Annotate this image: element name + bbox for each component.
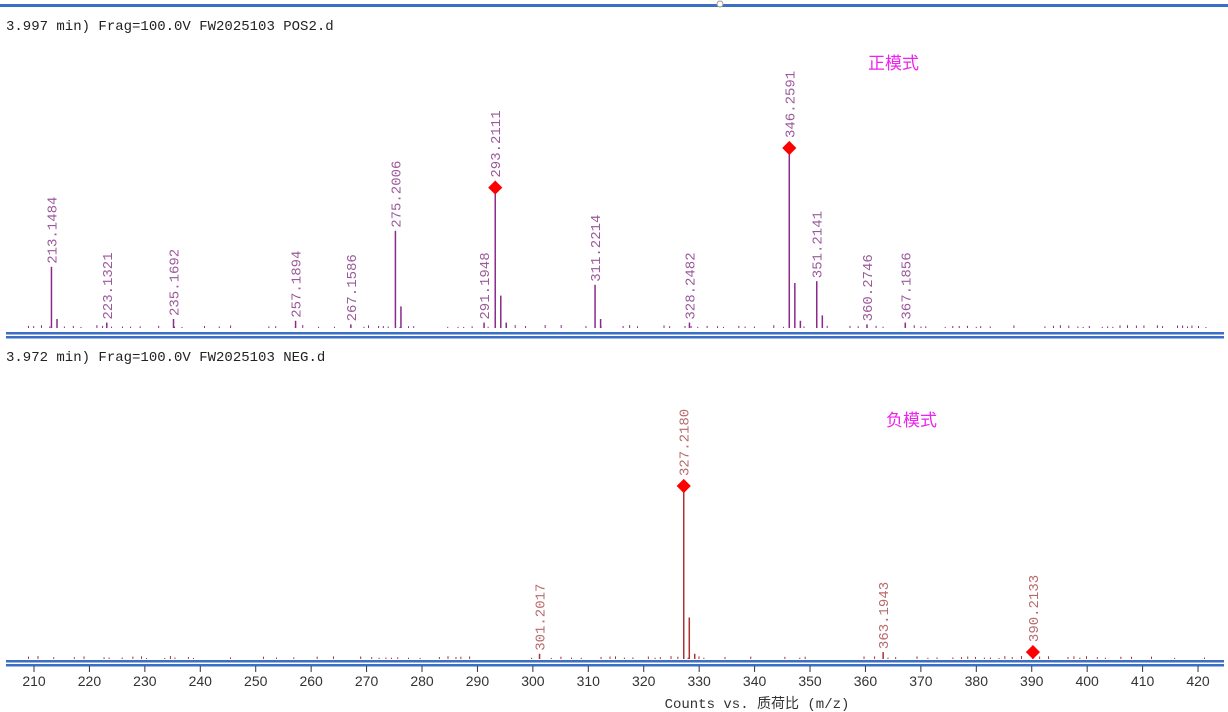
pos-panel: 213.1484 223.1321 235.1692 257.1894 267.1586…: [27, 71, 1207, 328]
peak-label: 301.2017: [534, 584, 550, 651]
x-tick-label: 310: [577, 673, 601, 689]
resize-handle[interactable]: [716, 0, 724, 8]
peak-label: 235.1692: [168, 249, 184, 316]
mode-label-pos: 正模式: [868, 54, 919, 74]
x-tick-label: 280: [410, 673, 434, 689]
x-tick-label: 420: [1186, 673, 1210, 689]
peak-label: 360.2746: [861, 254, 877, 321]
x-tick-label: 230: [133, 673, 157, 689]
x-tick-label: 400: [1075, 673, 1099, 689]
x-tick-label: 260: [299, 673, 323, 689]
x-tick-label: 380: [965, 673, 989, 689]
peak-label: 367.1856: [899, 252, 915, 319]
peak-label: 213.1484: [45, 197, 61, 264]
x-axis-line: [6, 660, 1224, 663]
x-tick-label: 330: [687, 673, 711, 689]
x-tick-label: 370: [909, 673, 933, 689]
mode-label-neg: 负模式: [886, 411, 937, 431]
peak-label: 328.2482: [683, 252, 699, 319]
peak-marker: [1025, 645, 1040, 660]
peak-marker: [782, 140, 797, 156]
peak-label: 293.2111: [489, 110, 505, 177]
x-tick-label: 250: [244, 673, 268, 689]
panel-separator: [6, 332, 1224, 335]
x-tick-label: 360: [854, 673, 878, 689]
neg-panel: 301.2017 327.2180 363.1943 390.2133: [27, 409, 1205, 660]
panel-separator: [6, 336, 1224, 339]
x-tick-label: 220: [78, 673, 102, 689]
x-tick-label: 410: [1131, 673, 1155, 689]
x-axis-line: [6, 664, 1224, 667]
x-tick-label: 270: [355, 673, 379, 689]
peak-marker: [676, 478, 691, 494]
peak-marker: [488, 180, 503, 195]
x-tick-label: 350: [798, 673, 822, 689]
top-frame-line: [0, 4, 1228, 7]
peak-label: 390.2133: [1027, 575, 1043, 642]
peak-label: 223.1321: [101, 252, 117, 319]
x-tick-label: 340: [743, 673, 767, 689]
peak-label: 346.2591: [783, 71, 799, 138]
peak-label: 327.2180: [678, 409, 694, 476]
peak-label: 267.1586: [345, 254, 361, 321]
x-tick-label: 240: [189, 673, 213, 689]
x-axis-label: Counts vs. 质荷比 (m/z): [665, 696, 850, 712]
peak-label: 363.1943: [877, 582, 893, 649]
x-tick-label: 390: [1020, 673, 1044, 689]
x-axis-ticks: 210 220 230 240 250 260 270 280 290 300 310 320 330 3…: [22, 666, 1210, 689]
x-tick-label: 320: [632, 673, 656, 689]
x-tick-label: 300: [521, 673, 545, 689]
peak-label: 351.2141: [811, 211, 827, 278]
panel-title-pos: 3.997 min) Frag=100.0V FW2025103 POS2.d: [6, 19, 334, 35]
panel-title-neg: 3.972 min) Frag=100.0V FW2025103 NEG.d: [6, 350, 325, 366]
x-tick-label: 210: [22, 673, 46, 689]
peak-label: 257.1894: [290, 251, 306, 318]
peak-label: 291.1948: [478, 252, 494, 319]
x-tick-label: 290: [466, 673, 490, 689]
peak-label: 275.2006: [389, 161, 405, 228]
peak-label: 311.2214: [589, 215, 605, 282]
